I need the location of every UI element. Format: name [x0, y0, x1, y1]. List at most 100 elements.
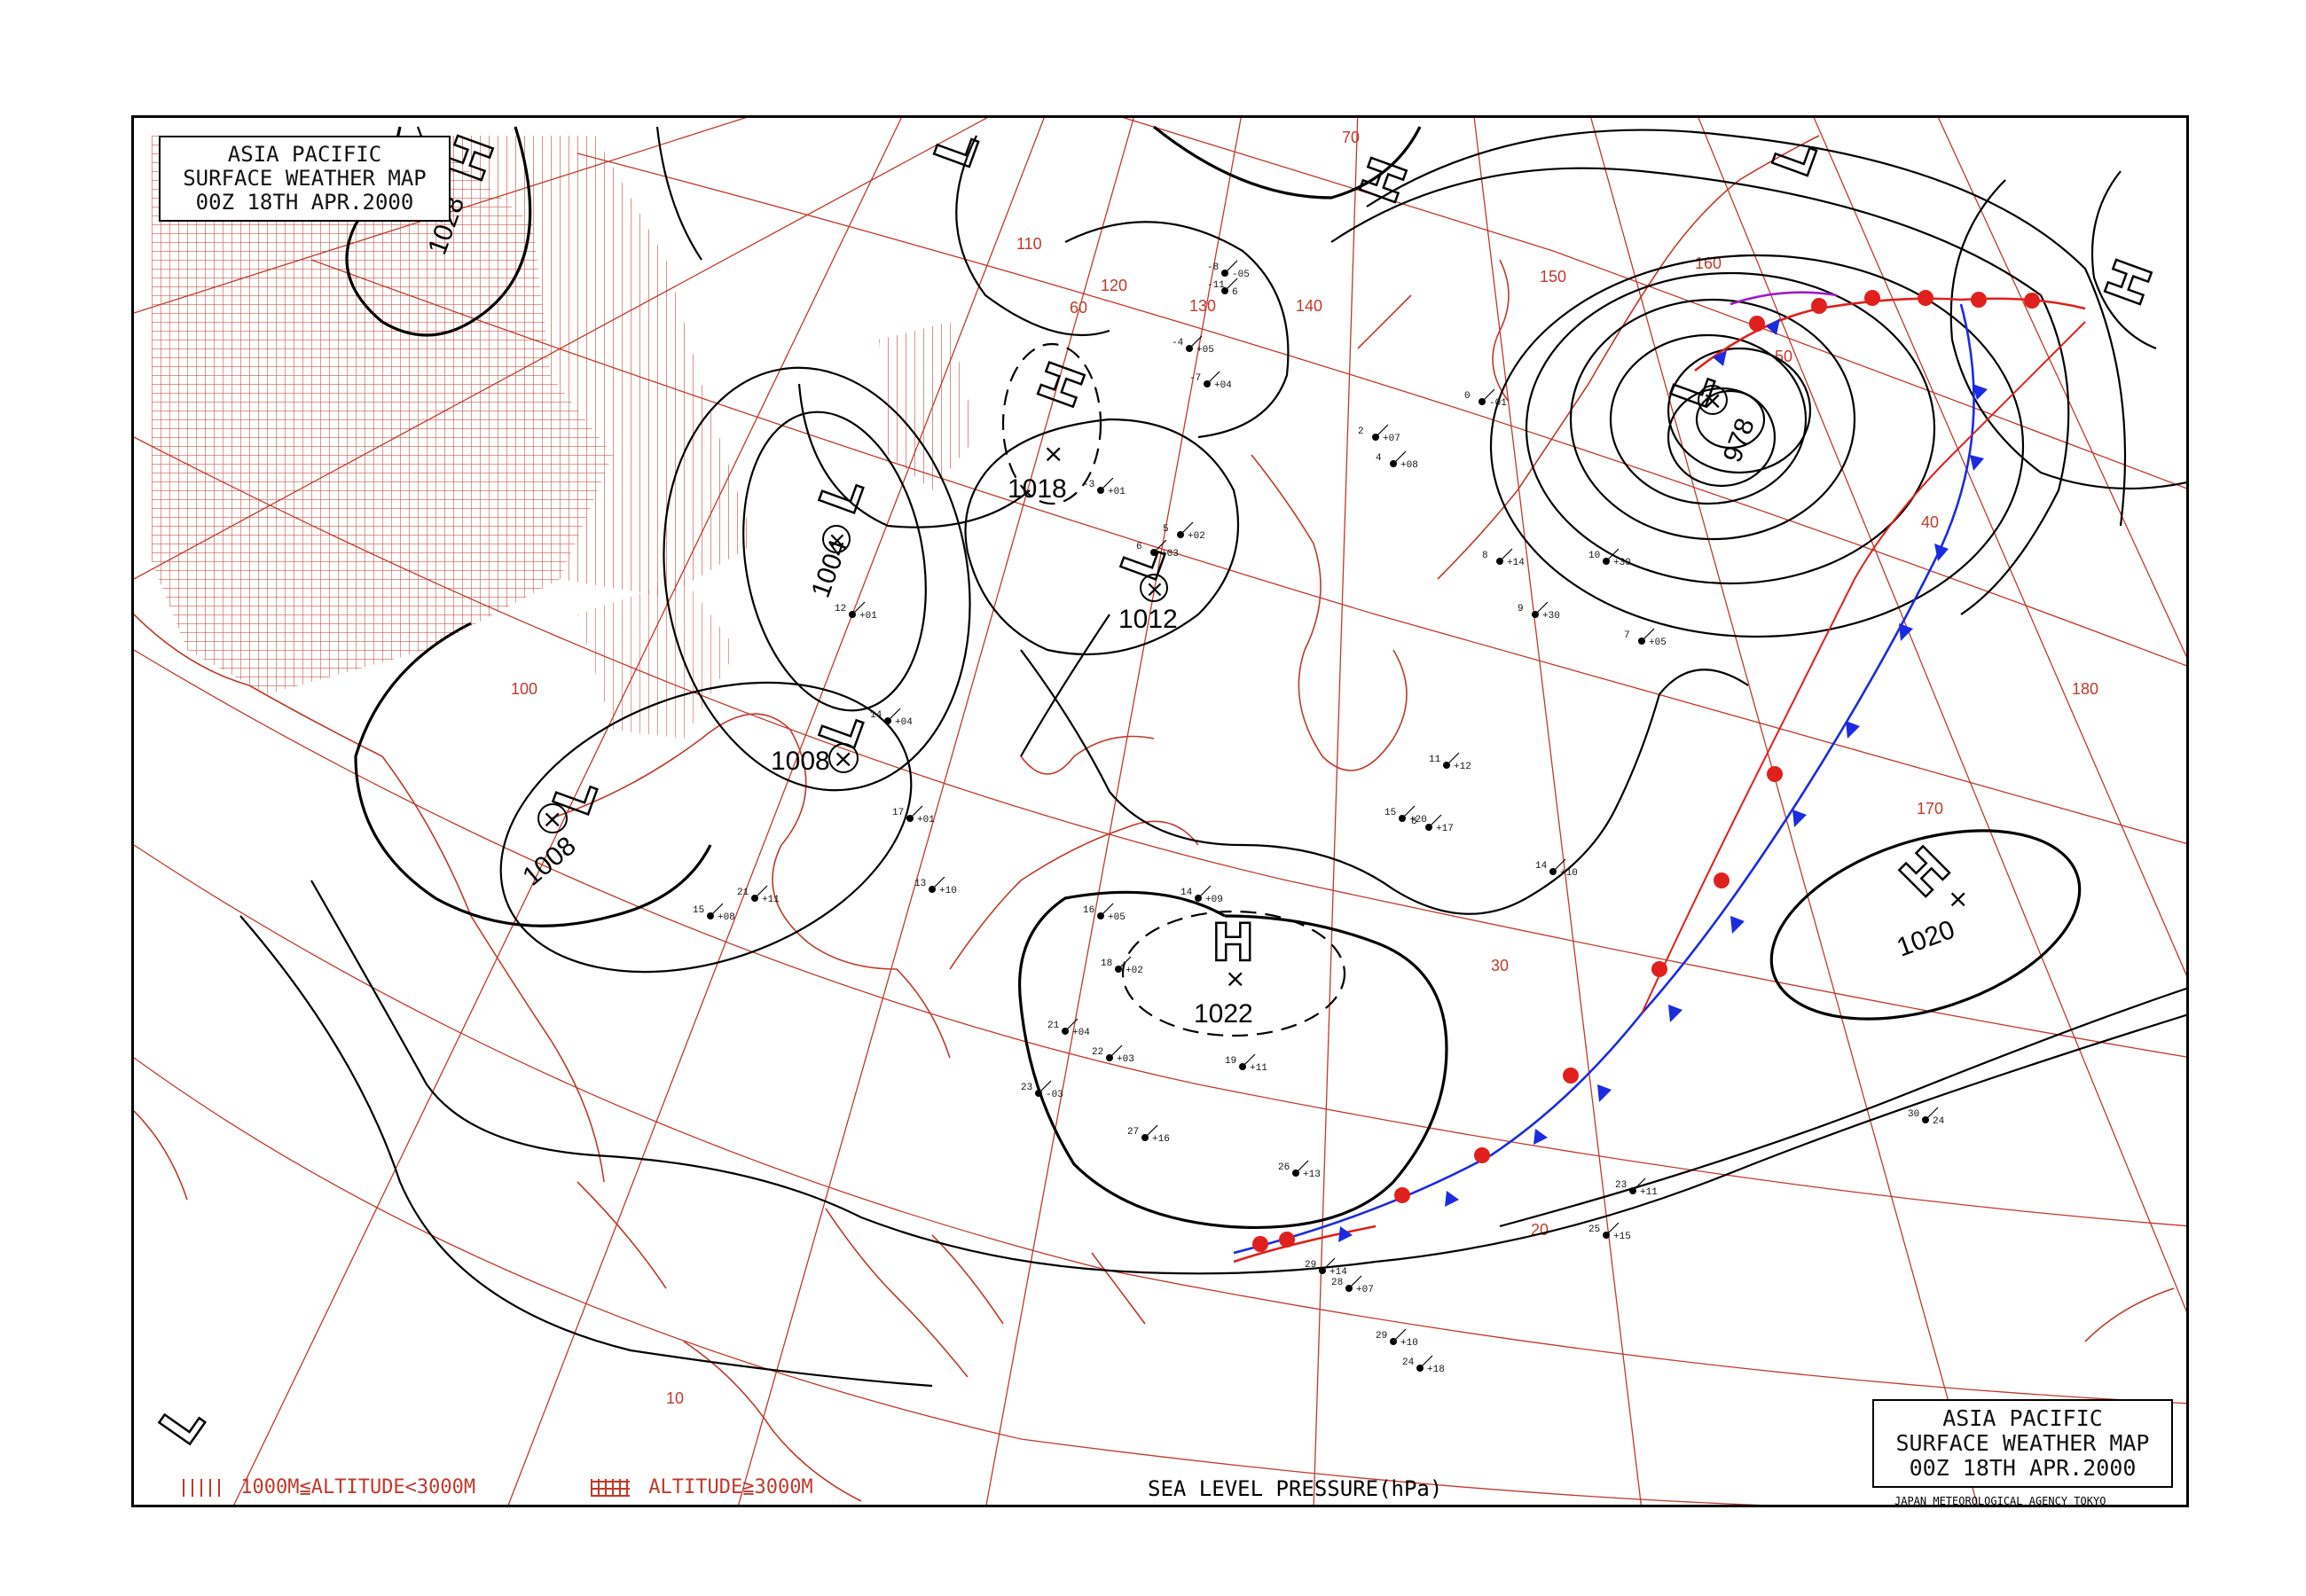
station-temperature: 21 [1047, 1021, 1060, 1031]
low-pressure-center: L [1760, 132, 1830, 185]
wind-barb [1375, 424, 1389, 438]
wind-barb [1100, 903, 1114, 917]
wind-barb [1481, 388, 1495, 403]
station-pressure-tendency: +11 [1640, 1187, 1658, 1198]
wind-barb [1641, 628, 1655, 642]
svg-text:H: H [1026, 355, 1098, 416]
station-plot: 9 +30 [1518, 601, 1560, 622]
svg-text:×: × [542, 804, 562, 833]
legend-high-altitude: ALTITUDE≧3000M [591, 1476, 813, 1498]
station-pressure-tendency: +08 [1400, 460, 1418, 471]
cold-front [1233, 303, 1975, 1255]
wind-barb [931, 876, 945, 890]
station-plot: 21 +04 [1047, 1018, 1090, 1038]
wind-barb [1499, 548, 1513, 562]
station-temperature: -3 [1083, 480, 1094, 490]
grid-label: 70 [1342, 129, 1360, 146]
station-plot: 15 +08 [693, 903, 735, 923]
svg-text:1020: 1020 [1893, 915, 1958, 963]
map-canvas: 70 60 50 40 30 20 10 100 110 120 130 140… [134, 118, 2186, 1505]
station-pressure-tendency: +30 [1542, 611, 1560, 622]
wind-barb [1419, 1355, 1433, 1369]
wind-barb [1038, 1080, 1052, 1094]
station-pressure-tendency: +14 [1507, 558, 1525, 568]
station-pressure-tendency: +03 [1161, 549, 1179, 559]
station-plot: 0 -01 [1464, 388, 1507, 409]
station-temperature: -11 [1207, 280, 1225, 291]
station-pressure-tendency: +02 [1188, 531, 1205, 542]
low-pressure-center: L × 1008 [771, 704, 876, 776]
station-plot: -11 6 [1207, 278, 1238, 298]
station-plot: 29 +14 [1305, 1257, 1347, 1278]
wind-barb [1197, 885, 1212, 899]
station-pressure-tendency: +10 [1560, 868, 1578, 879]
wind-barb [1224, 260, 1238, 274]
station-plot: 29 +10 [1376, 1328, 1418, 1349]
station-temperature: 12 [835, 604, 846, 614]
station-temperature: -4 [1172, 338, 1184, 348]
svg-text:×: × [827, 528, 847, 554]
station-temperature: 23 [1021, 1083, 1032, 1093]
legend-low-altitude-label: 1000M≦ALTITUDE<3000M [240, 1476, 476, 1498]
station-plot: 22 +03 [1092, 1044, 1134, 1065]
wind-barb [1446, 752, 1460, 766]
svg-text:H: H [2093, 252, 2165, 313]
grid-label: 100 [511, 680, 537, 698]
grid-label: 30 [1491, 957, 1509, 974]
grid-label: 110 [1016, 235, 1042, 253]
svg-text:L: L [148, 1394, 216, 1455]
station-temperature: 8 [1411, 817, 1417, 827]
wind-barb [1322, 1257, 1336, 1271]
map-caption: SEA LEVEL PRESSURE(hPa) [1148, 1476, 1443, 1501]
map-title-line: ASIA PACIFIC [227, 142, 382, 167]
station-pressure-tendency: +05 [1649, 638, 1667, 648]
station-plot: 19 +11 [1225, 1053, 1267, 1074]
low-pressure-center: L [147, 1392, 217, 1456]
wind-barb [1064, 1018, 1078, 1032]
station-temperature: 14 [870, 710, 882, 721]
wind-barb [1144, 1124, 1158, 1138]
wind-barb [1552, 858, 1566, 872]
station-temperature: 6 [1136, 542, 1142, 552]
wind-barb [1188, 335, 1203, 349]
station-pressure-tendency: +05 [1108, 912, 1126, 923]
svg-text:1012: 1012 [1118, 605, 1178, 634]
grid-label: 180 [2072, 680, 2098, 698]
station-pressure-tendency: +18 [1427, 1365, 1445, 1375]
wind-barb [1392, 1328, 1407, 1342]
station-plot: 27 +16 [1127, 1124, 1170, 1145]
station-pressure-tendency: +04 [895, 717, 913, 728]
station-plot: 7 +05 [1624, 628, 1667, 648]
grid-label: 10 [666, 1389, 684, 1407]
station-temperature: 8 [1482, 551, 1488, 561]
station-pressure-tendency: 24 [1933, 1116, 1945, 1127]
station-plot: 12 +01 [835, 601, 877, 622]
station-pressure-tendency: +30 [1613, 558, 1631, 568]
station-pressure-tendency: +10 [1400, 1338, 1418, 1349]
station-temperature: 10 [1588, 551, 1600, 561]
grid-labels: 70 60 50 40 30 20 10 100 110 120 130 140… [511, 129, 2098, 1407]
low-pressure-center: L [922, 123, 992, 176]
station-pressure-tendency: +01 [859, 611, 877, 622]
station-plot: -4 +05 [1172, 335, 1214, 356]
station-temperature: 29 [1376, 1331, 1387, 1342]
station-plot: 10 +30 [1588, 548, 1631, 568]
wind-barb [1295, 1160, 1309, 1174]
svg-text:1022: 1022 [1194, 999, 1253, 1029]
map-title-line: 00Z 18TH APR.2000 [1909, 1455, 2137, 1481]
svg-text:L: L [922, 124, 991, 176]
map-title-box: ASIA PACIFIC SURFACE WEATHER MAP 00Z 18T… [159, 136, 451, 222]
grid-label: 140 [1296, 297, 1322, 315]
station-plot: -8 -05 [1207, 260, 1250, 280]
station-plot: 14 +04 [870, 708, 913, 728]
station-temperature: 15 [693, 905, 704, 916]
station-plot: -3 +01 [1083, 477, 1126, 497]
svg-text:1018: 1018 [1008, 474, 1067, 504]
grid-label: 40 [1921, 513, 1939, 531]
station-pressure-tendency: 6 [1232, 287, 1238, 298]
terrain-altitude-shading [152, 136, 977, 739]
station-plot: 25 +15 [1588, 1222, 1631, 1242]
station-plot: 26 +13 [1278, 1160, 1321, 1180]
grid-label: 120 [1101, 277, 1127, 294]
wind-barb [754, 885, 768, 899]
